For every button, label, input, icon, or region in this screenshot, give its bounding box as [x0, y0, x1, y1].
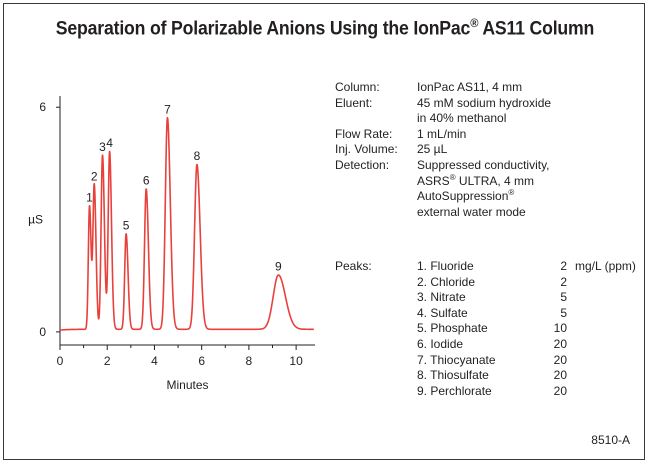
condition-row: ASRS® ULTRA, 4 mm: [335, 172, 551, 190]
condition-value: IonPac AS11, 4 mm: [417, 80, 523, 94]
condition-value: 25 µL: [417, 142, 448, 157]
condition-row: Inj. Volume: 25 µL: [335, 142, 551, 158]
peak-concentration: 20: [553, 352, 567, 367]
peak-concentration: 20: [553, 383, 567, 398]
peak-name: 4. Sulfate: [417, 305, 468, 320]
condition-label: Detection:: [335, 157, 390, 172]
peak-concentration: 2: [560, 259, 567, 273]
peak-label: 6: [143, 173, 150, 187]
condition-label: [335, 174, 417, 190]
peak-concentration: 5: [560, 290, 567, 305]
condition-row: external water mode: [335, 205, 551, 221]
peak-name: 7. Thiocyanate: [417, 352, 496, 367]
x-tick-label: 6: [198, 354, 205, 368]
peak-name: 6. Iodide: [417, 336, 464, 351]
condition-label: Inj. Volume:: [335, 142, 398, 157]
peak-name: 1. Fluoride: [417, 259, 474, 273]
peak-row: 9. Perchlorate 20: [417, 384, 647, 400]
condition-row: Column: IonPac AS11, 4 mm: [335, 80, 551, 96]
figure-frame: [3, 3, 645, 460]
condition-value: AutoSuppression®: [417, 188, 515, 204]
condition-label: Flow Rate:: [335, 126, 393, 141]
figure-title: Separation of Polarizable Anions Using t…: [23, 16, 628, 40]
peak-name: 8. Thiosulfate: [417, 368, 489, 383]
peak-row: 5. Phosphate 10: [417, 321, 647, 337]
peak-name: 9. Perchlorate: [417, 383, 492, 398]
condition-label: [335, 189, 417, 205]
peak-label: 5: [123, 218, 130, 232]
x-tick-label: 8: [246, 354, 253, 368]
condition-value: 1 mL/min: [417, 126, 467, 141]
title-tail: AS11 Column: [478, 18, 595, 40]
condition-label: [335, 205, 417, 221]
condition-label: Eluent:: [335, 95, 373, 110]
peak-label: 4: [106, 136, 113, 150]
y-tick-label: 6: [39, 100, 46, 114]
peak-label: 2: [91, 170, 98, 184]
condition-row: Flow Rate: 1 mL/min: [335, 127, 551, 143]
peak-label: 1: [86, 190, 93, 204]
peak-row: 6. Iodide 20: [417, 337, 647, 353]
chromatogram-trace: [59, 116, 315, 331]
peak-label: 8: [194, 149, 201, 163]
x-axis-label: Minutes: [166, 378, 208, 392]
peak-name: 5. Phosphate: [417, 321, 488, 336]
peak-row: 3. Nitrate 5: [417, 290, 647, 306]
peaks-list: 1. Fluoride 2 mg/L (ppm) 2. Chloride 2 3. Nit…: [417, 259, 647, 399]
peak-label: 9: [275, 260, 282, 274]
condition-label: [335, 111, 417, 127]
peak-unit: mg/L (ppm): [575, 259, 636, 273]
peak-row: 1. Fluoride 2 mg/L (ppm): [417, 259, 647, 275]
condition-value: external water mode: [417, 204, 526, 219]
title-main: Separation of Polarizable Anions Using t…: [55, 18, 471, 40]
peak-concentration: 20: [553, 368, 567, 383]
conditions-block: Column: IonPac AS11, 4 mm Eluent: 45 mM sod…: [335, 80, 551, 220]
condition-value: 45 mM sodium hydroxide: [417, 95, 552, 110]
peak-concentration: 5: [560, 305, 567, 320]
condition-value: in 40% methanol: [417, 111, 507, 126]
figure-code: 8510-A: [591, 433, 630, 447]
x-tick-label: 4: [151, 354, 158, 368]
y-axis-label: µS: [28, 213, 43, 227]
peak-row: 8. Thiosulfate 20: [417, 368, 647, 384]
condition-value: ASRS® ULTRA, 4 mm: [417, 172, 535, 188]
peak-name: 3. Nitrate: [417, 290, 466, 305]
x-tick-label: 2: [104, 354, 111, 368]
condition-value: Suppressed conductivity,: [417, 157, 550, 172]
condition-label: Column:: [335, 80, 380, 94]
condition-row: in 40% methanol: [335, 111, 551, 127]
peak-label: 7: [164, 102, 171, 116]
peak-concentration: 10: [553, 321, 567, 336]
peak-label: 3: [99, 140, 106, 154]
peak-name: 2. Chloride: [417, 274, 476, 289]
condition-row: Eluent: 45 mM sodium hydroxide: [335, 96, 551, 112]
peak-concentration: 20: [553, 336, 567, 351]
y-tick-label: 0: [39, 325, 46, 339]
x-tick-label: 0: [57, 354, 64, 368]
peak-row: 7. Thiocyanate 20: [417, 353, 647, 369]
peaks-label: Peaks:: [335, 259, 372, 273]
peak-row: 2. Chloride 2: [417, 275, 647, 291]
x-tick-label: 10: [289, 354, 303, 368]
peak-concentration: 2: [560, 274, 567, 289]
registered-mark: ®: [470, 16, 479, 30]
condition-row: AutoSuppression®: [335, 189, 551, 205]
peak-row: 4. Sulfate 5: [417, 306, 647, 322]
condition-row: Detection: Suppressed conductivity,: [335, 158, 551, 174]
